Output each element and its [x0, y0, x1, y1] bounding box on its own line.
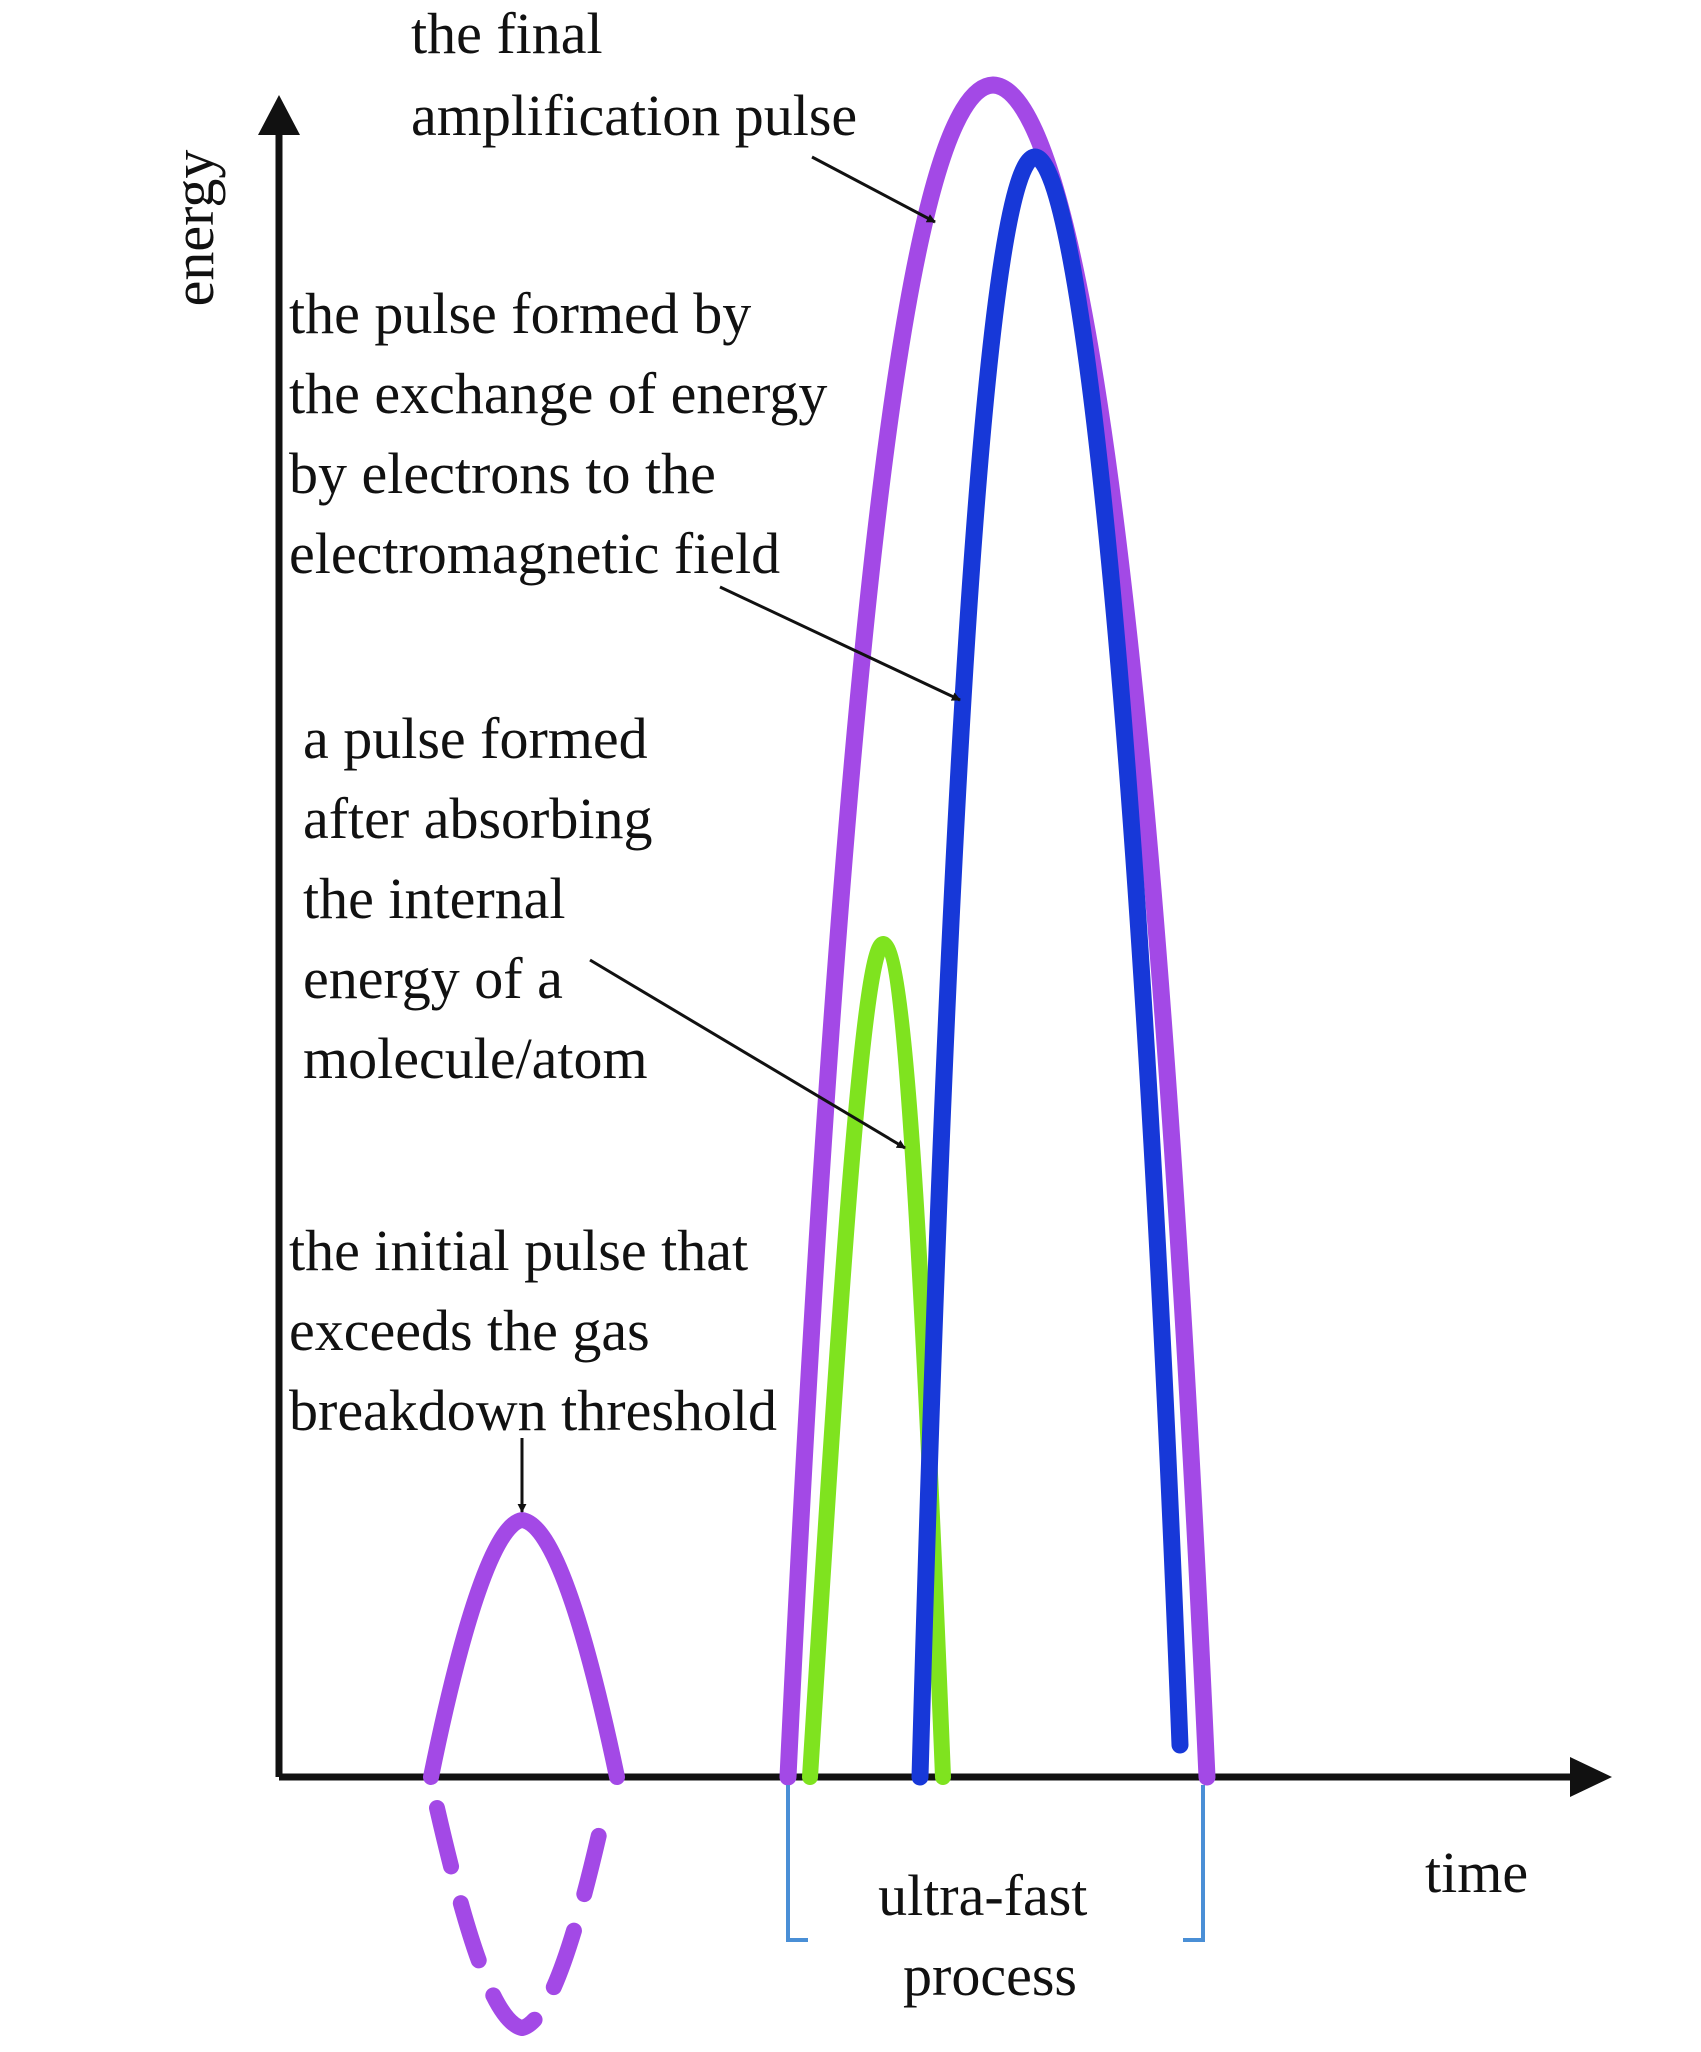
initial-pulse-line-3: breakdown threshold	[289, 1378, 777, 1443]
ultrafast-line-1: ultra-fast	[878, 1863, 1087, 1928]
initial-pulse-line-1: the initial pulse that	[289, 1218, 748, 1283]
initial-pulse-line-2: exceeds the gas	[289, 1298, 650, 1363]
exchange-pulse-annotation: the pulse formed by the exchange of ener…	[289, 281, 842, 586]
ultrafast-annotation: ultra-fast process	[878, 1863, 1102, 2008]
initial-pulse-annotation: the initial pulse that exceeds the gas b…	[289, 1218, 777, 1443]
absorbed-pulse-annotation: a pulse formed after absorbing the inter…	[303, 706, 667, 1091]
absorbed-pulse-line-4: energy of a	[303, 946, 563, 1011]
x-axis-arrowhead	[1570, 1757, 1612, 1797]
final-pulse-line-1: the final	[411, 1, 603, 66]
absorbed-pulse-line-5: molecule/atom	[303, 1026, 648, 1091]
initial-pulse-curve	[423, 1512, 625, 1785]
final-pulse-line-2: amplification pulse	[411, 83, 857, 148]
final-pulse-curve	[779, 76, 1216, 1786]
ultrafast-bracket	[786, 1785, 1205, 1942]
y-axis-arrowhead	[258, 95, 300, 135]
absorbed-pulse-line-2: after absorbing	[303, 786, 652, 851]
exchange-pulse-curve	[911, 148, 1189, 1786]
y-axis-label: energy	[161, 150, 226, 307]
absorbed-pulse-line-1: a pulse formed	[303, 706, 648, 771]
exchange-pulse-line-2: the exchange of energy	[289, 361, 827, 426]
initial-pulse	[423, 1512, 625, 2036]
initial-pulse-dashed-continuation	[429, 1800, 613, 2036]
exchange-pulse-line-3: by electrons to the	[289, 441, 716, 506]
final-pulse-annotation: the final amplification pulse	[411, 1, 857, 148]
exchange-pulse-line-1: the pulse formed by	[289, 281, 751, 346]
absorbed-pulse-line-3: the internal	[303, 866, 566, 931]
absorbed-pulse-arrow	[589, 958, 906, 1150]
final-pulse-arrow	[811, 155, 936, 224]
ultrafast-line-2: process	[903, 1943, 1077, 2008]
exchange-pulse-arrow	[719, 585, 961, 702]
x-axis-label: time	[1425, 1840, 1528, 1905]
exchange-pulse-line-4: electromagnetic field	[289, 521, 780, 586]
